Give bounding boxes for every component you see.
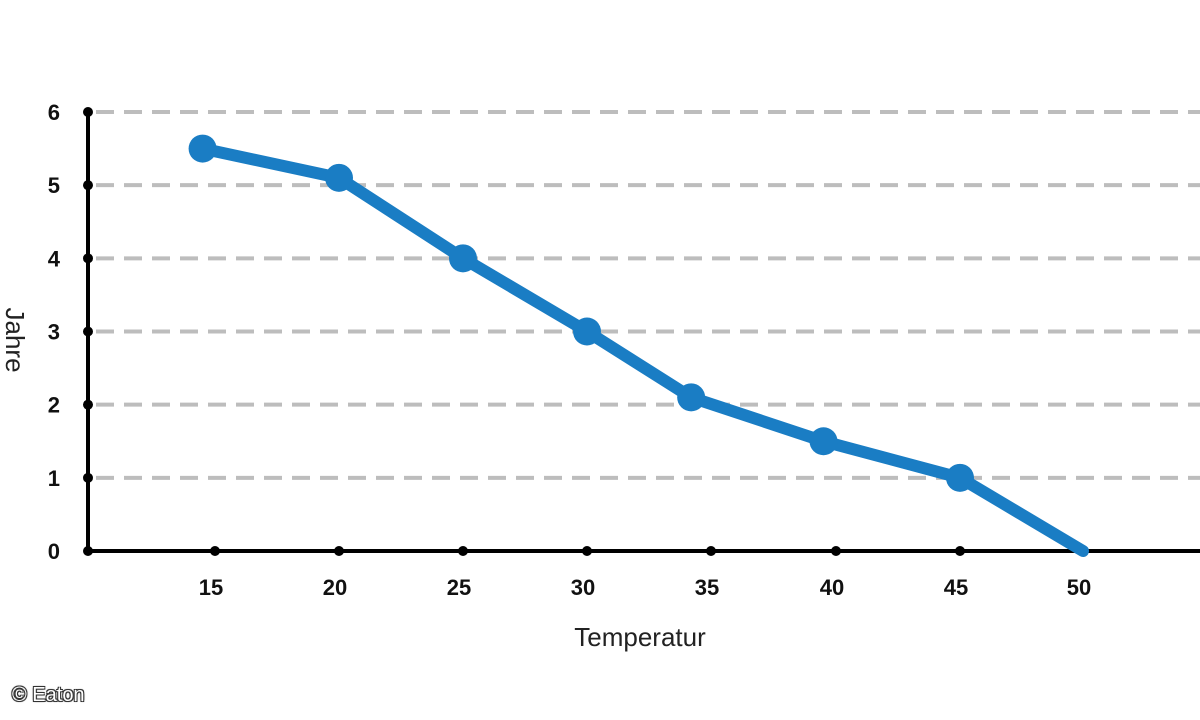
data-point-14.5 xyxy=(188,134,217,163)
x-tick-label-45: 45 xyxy=(944,575,968,600)
y-tick-label-6: 6 xyxy=(48,100,60,125)
x-tick-label-35: 35 xyxy=(695,575,719,600)
y-tick-label-0: 0 xyxy=(48,539,60,564)
data-series xyxy=(188,134,1089,557)
y-tick-label-3: 3 xyxy=(48,320,60,345)
x-tick-dot-15 xyxy=(210,546,220,556)
x-tick-dot-20 xyxy=(334,546,344,556)
y-tick-dot-5 xyxy=(83,180,93,191)
y-tick-dot-6 xyxy=(83,107,93,117)
x-tick-label-50: 50 xyxy=(1067,575,1091,600)
x-tick-label-15: 15 xyxy=(199,575,223,600)
data-point-34.2 xyxy=(677,383,706,412)
x-tick-label-25: 25 xyxy=(447,575,471,600)
y-tick-label-2: 2 xyxy=(48,393,60,418)
x-tick-dot-35 xyxy=(706,546,716,556)
x-tick-label-20: 20 xyxy=(323,575,347,600)
image-credit: © Eaton xyxy=(12,684,85,706)
x-tick-dot-25 xyxy=(458,546,468,556)
x-axis-title: Temperatur xyxy=(574,622,706,652)
data-point-30 xyxy=(573,317,601,346)
y-tick-label-4: 4 xyxy=(48,246,61,271)
y-tick-label-1: 1 xyxy=(48,466,60,491)
data-point-45 xyxy=(946,463,974,492)
y-tick-dot-4 xyxy=(83,253,93,264)
x-tick-label-40: 40 xyxy=(820,575,844,600)
x-tick-dot-45 xyxy=(955,546,965,556)
x-tick-label-30: 30 xyxy=(571,575,595,600)
y-tick-dot-1 xyxy=(83,472,93,483)
series-line-0 xyxy=(196,142,1089,557)
data-point-39.5 xyxy=(809,427,838,456)
grid-lines xyxy=(96,110,1200,480)
y-axis-title: Jahre xyxy=(0,307,30,372)
x-tick-dot-30 xyxy=(582,546,592,556)
data-point-25 xyxy=(449,244,477,273)
data-point-20 xyxy=(325,163,353,192)
y-tick-dot-2 xyxy=(83,399,93,410)
x-tick-dot-40 xyxy=(831,546,841,556)
y-tick-label-5: 5 xyxy=(48,173,60,198)
y-tick-dot-3 xyxy=(83,326,93,337)
y-tick-dot-0 xyxy=(83,546,93,556)
